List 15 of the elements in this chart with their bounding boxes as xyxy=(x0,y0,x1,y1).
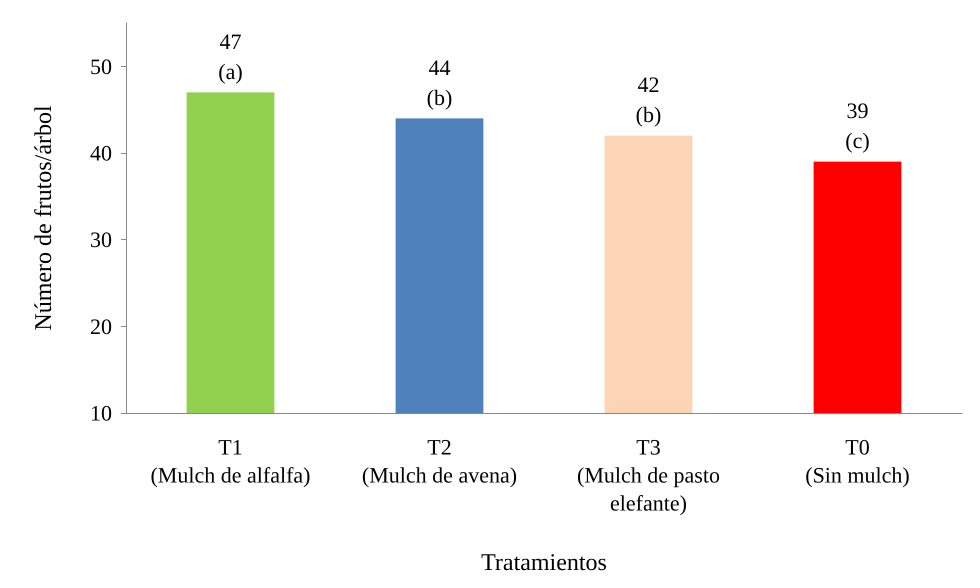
y-tick-label: 30 xyxy=(90,227,112,252)
x-tick-label: T3 (Mulch de pasto elefante) xyxy=(577,434,720,516)
x-tick-label: T2 (Mulch de avena) xyxy=(362,434,518,488)
x-tick-label: T1 (Mulch de alfalfa) xyxy=(150,434,311,488)
data-label: 39 (c) xyxy=(845,98,870,154)
x-axis-title: Tratamientos xyxy=(481,550,607,576)
y-axis-title: Número de frutos/árbol xyxy=(31,105,57,331)
y-tick-label: 40 xyxy=(90,140,112,166)
y-tick-label: 10 xyxy=(90,400,112,426)
data-label: 42 (b) xyxy=(636,72,662,128)
data-label: 47 (a) xyxy=(218,28,243,84)
x-tick-label: T0 (Sin mulch) xyxy=(805,434,910,488)
y-tick-label: 20 xyxy=(90,314,112,339)
y-tick-label: 50 xyxy=(90,54,112,79)
data-label: 44 (b) xyxy=(426,54,452,110)
